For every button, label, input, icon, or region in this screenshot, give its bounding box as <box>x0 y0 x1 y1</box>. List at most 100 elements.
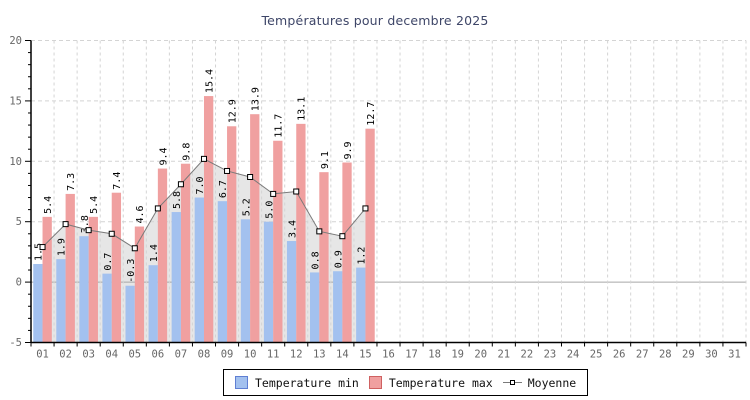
x-tick-label: 10 <box>244 349 257 361</box>
x-tick-label: 05 <box>128 349 141 361</box>
temp-max-bar <box>203 96 214 343</box>
x-tick-label: 25 <box>590 349 603 361</box>
temp-max-value-label: 9.8 <box>181 143 192 161</box>
chart-title: Températures pour decembre 2025 <box>261 13 489 28</box>
x-tick-label: 19 <box>451 349 464 361</box>
temp-max-value-label: 7.3 <box>66 173 77 191</box>
temp-max-bar <box>319 172 329 343</box>
moyenne-line-marker-icon <box>502 376 522 389</box>
x-tick-label: 18 <box>428 349 441 361</box>
moyenne-marker <box>62 221 69 228</box>
moyenne-marker <box>293 188 300 195</box>
legend: Temperature min Temperature max Moyenne <box>223 369 589 396</box>
y-tick-label: 15 <box>9 95 22 107</box>
temp-min-value-label: 1.2 <box>357 247 368 265</box>
temp-min-value-label: 6.7 <box>218 180 229 198</box>
temp-min-value-label: 3.4 <box>287 220 298 238</box>
legend-label-moyenne: Moyenne <box>527 375 577 390</box>
temp-max-value-label: 13.9 <box>251 87 262 111</box>
x-tick-label: 17 <box>405 349 418 361</box>
x-tick-label: 03 <box>82 349 95 361</box>
x-tick-label: 24 <box>567 349 580 361</box>
moyenne-marker <box>200 155 207 162</box>
temp-max-bar <box>296 123 306 343</box>
temp-max-bar <box>273 140 283 343</box>
moyenne-marker <box>177 181 184 188</box>
temp-min-bar <box>125 285 135 343</box>
temp-min-value-label: 3.8 <box>80 215 91 233</box>
x-tick-label: 08 <box>198 349 211 361</box>
temp-max-value-label: 12.9 <box>227 99 238 123</box>
y-tick-label: 0 <box>16 277 22 289</box>
x-tick-label: 21 <box>497 349 510 361</box>
temp-max-bar <box>365 128 375 343</box>
moyenne-marker <box>316 228 323 235</box>
temp-min-value-label: 0.7 <box>103 253 114 271</box>
temp-min-bar <box>286 241 297 343</box>
moyenne-marker <box>270 190 277 197</box>
legend-item-temperature-max: Temperature max <box>368 376 493 390</box>
x-tick-label: 20 <box>474 349 487 361</box>
x-tick-label: 07 <box>175 349 188 361</box>
moyenne-marker <box>85 227 92 234</box>
x-tick-label: 28 <box>659 349 672 361</box>
temp-max-value-label: 9.1 <box>320 151 331 169</box>
moyenne-marker <box>108 230 115 237</box>
y-tick-label: 5 <box>16 216 22 228</box>
temp-max-bar <box>342 162 352 343</box>
temp-min-bar <box>148 265 158 343</box>
temp-min-value-label: 5.8 <box>172 191 183 209</box>
x-tick-label: 16 <box>382 349 395 361</box>
temp-max-bar <box>111 192 122 343</box>
temp-min-bar <box>79 236 89 343</box>
moyenne-marker <box>247 174 254 181</box>
temp-min-value-label: 5.0 <box>264 201 275 219</box>
x-tick-label: 01 <box>36 349 49 361</box>
temp-min-bar <box>263 221 274 343</box>
temp-max-bar <box>65 193 75 343</box>
temp-max-value-label: 15.4 <box>204 69 215 93</box>
temp-min-value-label: 0.9 <box>334 250 345 268</box>
temp-max-value-label: 9.9 <box>343 141 354 159</box>
moyenne-marker <box>224 167 231 174</box>
temp-min-bar <box>33 263 43 343</box>
temp-max-value-label: 4.6 <box>135 205 146 223</box>
x-tick-label: 26 <box>613 349 626 361</box>
temp-min-bar <box>356 267 366 343</box>
x-tick-label: 13 <box>313 349 326 361</box>
temp-max-value-label: 5.4 <box>43 196 54 214</box>
temp-max-bar <box>250 114 260 343</box>
moyenne-marker <box>339 233 346 240</box>
temp-max-value-label: 7.4 <box>112 172 123 190</box>
x-tick-label: 15 <box>359 349 372 361</box>
temp-min-bar <box>333 271 343 343</box>
temp-max-value-label: 9.4 <box>158 147 169 165</box>
x-tick-label: 02 <box>59 349 72 361</box>
moyenne-marker <box>131 245 138 252</box>
temp-min-value-label: 7.0 <box>195 176 206 194</box>
x-tick-label: 09 <box>221 349 234 361</box>
temperature-max-swatch-icon <box>368 376 382 389</box>
moyenne-marker <box>154 205 161 212</box>
temp-max-value-label: 13.1 <box>297 97 308 121</box>
temp-min-value-label: 1.9 <box>57 238 68 256</box>
temp-max-value-label: 11.7 <box>274 114 285 138</box>
x-tick-label: 06 <box>152 349 165 361</box>
x-tick-label: 12 <box>290 349 303 361</box>
temp-min-value-label: 1.5 <box>34 243 45 261</box>
temp-min-bar <box>171 212 181 343</box>
temp-max-value-label: 12.7 <box>366 102 377 126</box>
x-tick-label: 29 <box>682 349 695 361</box>
x-tick-label: 23 <box>544 349 557 361</box>
temp-min-bar <box>102 273 112 343</box>
temp-min-bar <box>310 272 320 343</box>
temp-max-bar <box>134 226 145 343</box>
x-tick-label: 14 <box>336 349 349 361</box>
moyenne-marker <box>39 244 46 251</box>
x-tick-label: 04 <box>105 349 118 361</box>
temp-min-value-label: -0.3 <box>126 259 137 283</box>
temp-min-bar <box>240 219 251 343</box>
y-tick-label: -5 <box>9 337 22 349</box>
temp-min-value-label: 0.8 <box>310 251 321 269</box>
